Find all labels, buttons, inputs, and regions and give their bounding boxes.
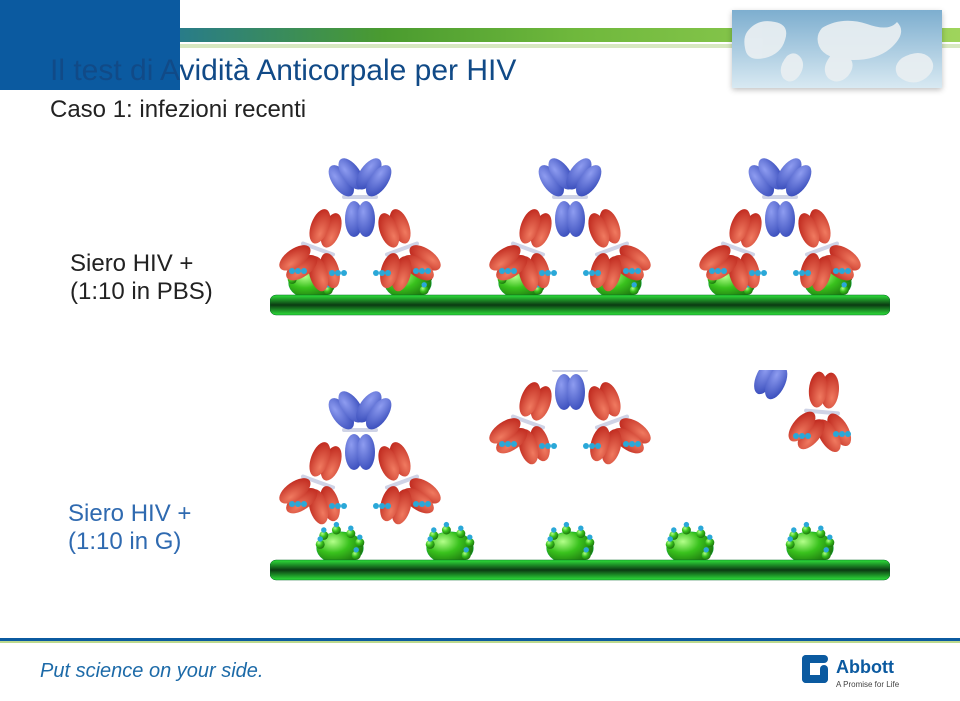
diagram-panel-1 <box>270 105 890 320</box>
diagram-panel-2 <box>270 370 890 585</box>
world-map-icon <box>732 10 942 88</box>
condition-1-line2: (1:10 in PBS) <box>70 278 213 306</box>
abbott-logo: Abbott A Promise for Life <box>800 649 930 693</box>
slide-title: Il test di Avidità Anticorpale per HIV <box>50 54 516 88</box>
condition-2-label: Siero HIV + (1:10 in G) <box>68 500 191 556</box>
svg-text:Abbott: Abbott <box>836 657 894 677</box>
condition-2-line2: (1:10 in G) <box>68 528 191 556</box>
condition-1-line1: Siero HIV + <box>70 250 213 278</box>
footer-rule <box>0 638 960 641</box>
svg-text:A Promise for Life: A Promise for Life <box>836 680 900 689</box>
slide-subtitle: Caso 1: infezioni recenti <box>50 96 306 124</box>
footer-tagline: Put science on your side. <box>40 660 263 683</box>
condition-2-line1: Siero HIV + <box>68 500 191 528</box>
condition-1-label: Siero HIV + (1:10 in PBS) <box>70 250 213 306</box>
